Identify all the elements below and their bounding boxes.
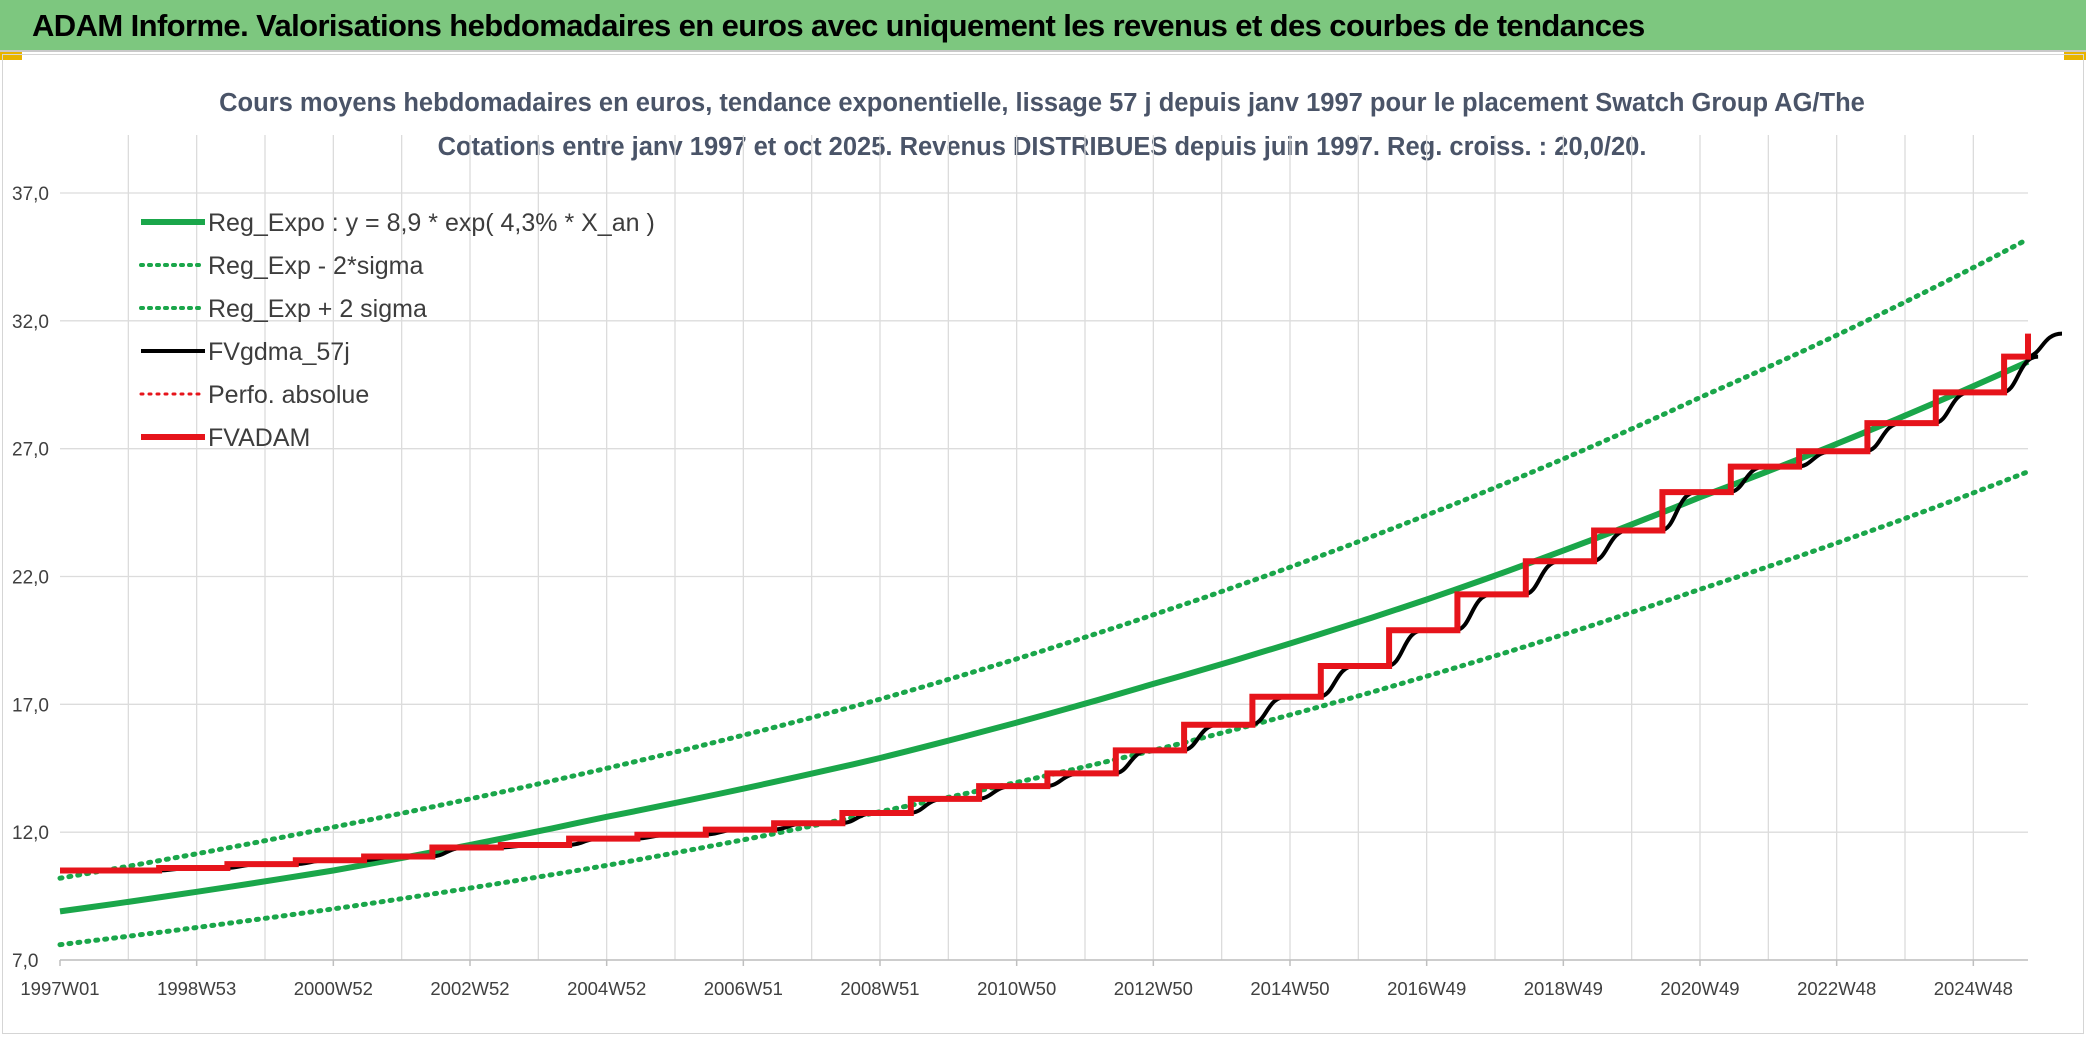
series-reg-expo <box>59 358 2030 915</box>
x-tick-label: 2024W48 <box>1934 978 2013 999</box>
x-tick-label: 2006W51 <box>704 978 783 999</box>
x-tick-label: 2004W52 <box>567 978 646 999</box>
series-fvadam <box>60 333 2031 874</box>
chart-subtitle: Cotations entre janv 1997 et oct 2025. R… <box>438 133 1647 161</box>
report-title: ADAM Informe. Valorisations hebdomadaire… <box>32 8 1645 43</box>
y-tick-label: 27,0 <box>12 440 49 461</box>
x-gridlines <box>127 135 1974 960</box>
series-reg-exp-minus-2sigma <box>57 469 2031 948</box>
legend-label: Reg_Exp - 2*sigma <box>208 252 423 280</box>
series-perfo-absolue <box>60 333 2030 872</box>
y-tick-label: 17,0 <box>12 695 49 716</box>
corner-accent-left <box>0 52 22 60</box>
y-tick-label: 7,0 <box>12 951 38 972</box>
y-tick-label: 32,0 <box>12 312 49 333</box>
x-tick-label: 2010W50 <box>977 978 1056 999</box>
legend-label: Perfo. absolue <box>208 381 369 409</box>
x-tick-label: 1997W01 <box>20 978 99 999</box>
x-tick-label: 1998W53 <box>157 978 236 999</box>
chart-frame <box>2 54 2084 1034</box>
plot-series <box>57 236 2063 948</box>
x-tick-label: 2012W50 <box>1114 978 1193 999</box>
x-axis: 1997W01 1998W53 2000W52 2002W52 2004W52 2006W… <box>20 959 2028 999</box>
x-tick-label: 2018W49 <box>1524 978 1603 999</box>
y-axis: 7,0 12,0 17,0 22,0 27,0 32,0 37,0 <box>12 184 49 972</box>
chart-title: Cours moyens hebdomadaires en euros, ten… <box>219 89 1865 117</box>
legend-label: FVADAM <box>208 424 310 452</box>
y-tick-label: 22,0 <box>12 568 49 589</box>
legend-label: FVgdma_57j <box>208 338 350 366</box>
y-tick-label: 37,0 <box>12 184 49 205</box>
y-tick-label: 12,0 <box>12 823 49 844</box>
legend: Reg_Expo : y = 8,9 * exp( 4,3% * X_an ) R… <box>139 209 655 452</box>
x-tick-label: 2014W50 <box>1250 978 1329 999</box>
x-tick-label: 2008W51 <box>840 978 919 999</box>
series-fvgdma-57j <box>60 331 2063 873</box>
x-tick-label: 2020W49 <box>1660 978 1739 999</box>
legend-label: Reg_Expo : y = 8,9 * exp( 4,3% * X_an ) <box>208 209 655 237</box>
x-tick-label: 2002W52 <box>430 978 509 999</box>
x-tick-label: 2016W49 <box>1387 978 1466 999</box>
report-banner: ADAM Informe. Valorisations hebdomadaire… <box>0 0 2086 52</box>
x-tick-label: 2000W52 <box>294 978 373 999</box>
x-tick-label: 2022W48 <box>1797 978 1876 999</box>
legend-label: Reg_Exp + 2 sigma <box>208 295 427 323</box>
series-reg-exp-plus-2sigma <box>57 236 2031 881</box>
corner-accent-right <box>2064 52 2086 60</box>
